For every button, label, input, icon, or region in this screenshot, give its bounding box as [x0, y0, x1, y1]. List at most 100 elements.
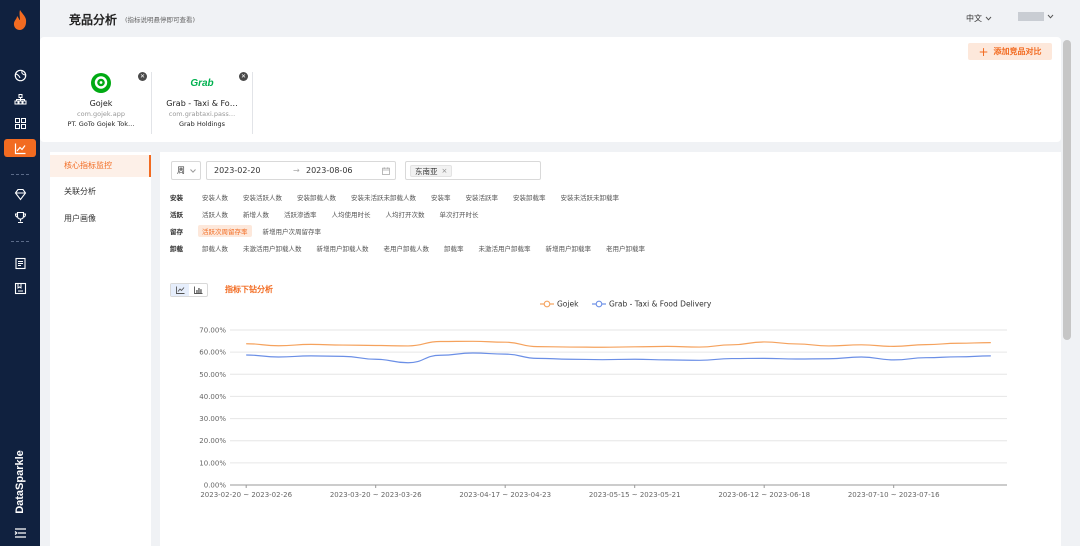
region-tag: 东南亚 × — [410, 165, 453, 177]
metric-item[interactable]: 卸载率 — [444, 245, 464, 253]
metric-item[interactable]: 人均打开次数 — [385, 211, 425, 219]
metric-item[interactable]: 安装未活跃未卸载率 — [560, 194, 620, 202]
sidebar-item-user-profile[interactable]: 用户画像 — [64, 214, 96, 223]
chart-icon[interactable] — [4, 139, 36, 157]
competitor-grab[interactable]: Grab Grab - Taxi & Fo… com.grabtaxi.pass… — [152, 70, 252, 134]
metric-item[interactable]: 安装人数 — [202, 194, 228, 202]
metric-item[interactable]: 新增用户卸载人数 — [316, 245, 369, 253]
metric-item[interactable]: 安装未活跃未卸载人数 — [351, 194, 416, 202]
range-arrow: → — [293, 166, 300, 175]
x-tick-label: 2023-02-20 ~ 2023-02-26 — [200, 491, 292, 499]
report-icon[interactable] — [10, 254, 30, 272]
close-icon[interactable]: × — [441, 167, 448, 175]
y-tick-label: 20.00% — [199, 437, 226, 445]
language-selector[interactable]: 中文 — [966, 13, 992, 24]
metric-group-row: 留存 活跃次周留存率 新增用户次周留存率 — [170, 224, 332, 238]
line-chart-icon[interactable] — [171, 284, 189, 296]
sidebar-item-correlation[interactable]: 关联分析 — [64, 187, 96, 196]
globe-icon[interactable] — [10, 66, 30, 84]
region-select[interactable]: 东南亚 × — [405, 161, 541, 180]
x-tick-label: 2023-05-15 ~ 2023-05-21 — [589, 491, 681, 499]
grab-logo-icon: Grab — [190, 77, 214, 89]
diamond-icon[interactable] — [10, 185, 30, 203]
metric-item[interactable]: 活跃人数 — [202, 211, 228, 219]
x-tick-label: 2023-03-20 ~ 2023-03-26 — [330, 491, 422, 499]
x-tick-label: 2023-04-17 ~ 2023-04-23 — [459, 491, 551, 499]
metric-item[interactable]: 安装活跃人数 — [243, 194, 282, 202]
x-tick-label: 2023-07-10 ~ 2023-07-16 — [848, 491, 940, 499]
y-tick-label: 50.00% — [199, 371, 226, 379]
plus-icon: + — [978, 44, 989, 59]
metric-item[interactable]: 人均使用时长 — [331, 211, 371, 219]
divider — [252, 72, 253, 134]
chevron-down-icon — [985, 16, 992, 21]
y-tick-label: 70.00% — [199, 327, 226, 335]
metric-item[interactable]: 未激活用户卸载率 — [478, 245, 531, 253]
date-range-picker[interactable]: 2023-02-20 → 2023-08-06 — [206, 161, 396, 180]
y-tick-label: 40.00% — [199, 393, 226, 401]
competitor-gojek[interactable]: Gojek com.gojek.app PT. GoTo Gojek Tok… … — [51, 70, 151, 134]
legend-marker — [543, 300, 551, 308]
metric-item[interactable]: 安装活跃率 — [465, 194, 499, 202]
metric-group-row: 安装 安装人数 安装活跃人数 安装卸载人数 安装未活跃未卸载人数 安装率 安装活跃率 安装卸载… — [170, 190, 630, 204]
close-icon[interactable]: ✕ — [239, 72, 248, 81]
add-competitor-button[interactable]: + 添加竞品对比 — [968, 43, 1052, 60]
brand-logo: DataSparkle — [14, 450, 26, 514]
flame-logo-icon[interactable] — [10, 8, 30, 32]
competitor-card: + 添加竞品对比 Gojek com.gojek.app PT. GoTo Go… — [40, 37, 1061, 142]
grid-icon[interactable] — [10, 114, 30, 132]
legend-label: Grab - Taxi & Food Delivery — [609, 300, 712, 309]
metric-item[interactable]: 老用户卸载率 — [606, 245, 645, 253]
chart-type-toggle[interactable] — [170, 283, 208, 297]
user-menu[interactable] — [1018, 12, 1054, 21]
sidebar-item-core-metrics[interactable]: 核心指标监控 — [50, 155, 151, 177]
page-header: 竞品分析 (指标说明悬停即可查看) 中文 — [40, 0, 1080, 36]
scrollbar[interactable] — [1063, 40, 1071, 340]
metric-item[interactable]: 新增用户次周留存率 — [262, 228, 322, 236]
metric-item[interactable]: 卸载人数 — [202, 245, 228, 253]
metric-item[interactable]: 未激活用户卸载人数 — [243, 245, 302, 253]
gojek-logo-icon — [51, 70, 151, 96]
period-select[interactable]: 周 — [171, 161, 201, 180]
chevron-down-icon — [190, 168, 196, 173]
metric-item[interactable]: 活跃渗透率 — [284, 211, 317, 219]
metric-group-label: 留存 — [170, 228, 183, 236]
close-icon[interactable]: ✕ — [138, 72, 147, 81]
trophy-icon[interactable] — [10, 208, 30, 226]
divider — [151, 72, 152, 134]
bookmark-icon[interactable] — [10, 279, 30, 297]
metric-item[interactable]: 安装卸载人数 — [297, 194, 336, 202]
left-rail: DataSparkle — [0, 0, 40, 546]
metric-group-row: 卸载 卸载人数 未激活用户卸载人数 新增用户卸载人数 老用户卸载人数 卸载率 未激活用户卸载… — [170, 241, 656, 255]
y-tick-label: 60.00% — [199, 349, 226, 357]
tree-icon[interactable] — [10, 90, 30, 108]
metric-item[interactable]: 安装卸载率 — [513, 194, 546, 202]
metric-item[interactable]: 活跃次周留存率 — [198, 225, 252, 237]
retention-line-chart: 0.00% 10.00% 20.00% 30.00% 40.00% 50.00% 60.00… — [199, 300, 1007, 499]
chevron-down-icon — [1047, 14, 1054, 19]
y-tick-label: 30.00% — [199, 415, 226, 423]
y-tick-label: 10.00% — [199, 459, 226, 467]
series-line-gojek — [246, 340, 991, 348]
bar-chart-icon[interactable] — [189, 284, 207, 296]
menu-icon[interactable] — [10, 524, 30, 542]
main-panel: 周 2023-02-20 → 2023-08-06 东南亚 × 安装 安装人数 安装… — [160, 152, 1061, 546]
page-subtitle: (指标说明悬停即可查看) — [125, 16, 196, 24]
metric-group-row: 活跃 活跃人数 新增人数 活跃渗透率 人均使用时长 人均打开次数 单次打开时长 — [170, 207, 490, 221]
x-tick-label: 2023-06-12 ~ 2023-06-18 — [718, 491, 810, 499]
avatar — [1018, 12, 1044, 21]
start-date[interactable]: 2023-02-20 — [214, 166, 261, 175]
series-line-grab — [246, 352, 991, 364]
metric-item[interactable]: 新增人数 — [243, 211, 269, 219]
end-date[interactable]: 2023-08-06 — [306, 166, 353, 175]
legend-label: Gojek — [557, 300, 579, 309]
metric-item[interactable]: 老用户卸载人数 — [383, 245, 430, 253]
calendar-icon — [382, 167, 390, 175]
page-title: 竞品分析 — [69, 13, 118, 27]
metric-group-label: 安装 — [170, 194, 183, 202]
metric-item[interactable]: 安装率 — [431, 194, 451, 202]
side-menu: 核心指标监控 关联分析 用户画像 — [50, 152, 151, 546]
drill-down-label[interactable]: 指标下钻分析 — [225, 285, 273, 294]
metric-item[interactable]: 单次打开时长 — [439, 211, 479, 219]
metric-item[interactable]: 新增用户卸载率 — [545, 245, 592, 253]
